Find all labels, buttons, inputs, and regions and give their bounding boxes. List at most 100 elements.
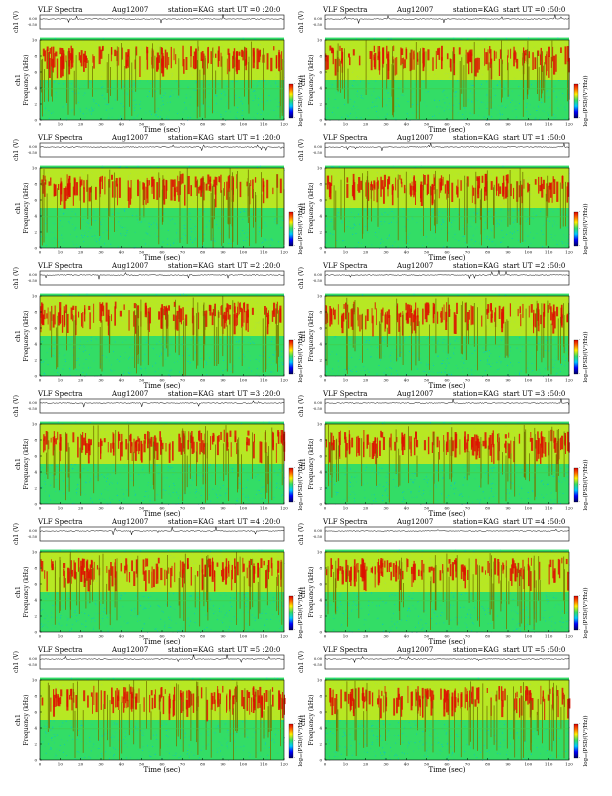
- peak-intensity-streak: [329, 182, 331, 197]
- sferic-stripe: [334, 185, 335, 230]
- spectrogram-speckle: [529, 244, 530, 245]
- sferic-stripe: [230, 317, 231, 363]
- spectrogram-speckle: [153, 348, 154, 349]
- spectrogram-speckle: [194, 240, 195, 241]
- spectrogram-speckle: [427, 243, 428, 244]
- spectrogram-speckle: [345, 218, 346, 219]
- spectrogram-speckle: [144, 239, 145, 240]
- spectrogram-speckle: [277, 224, 278, 225]
- spectrogram-speckle: [280, 228, 281, 229]
- spectrogram-speckle: [110, 370, 111, 371]
- spectrogram-speckle: [336, 80, 337, 81]
- spectrogram-speckle: [86, 359, 87, 360]
- sferic-stripe: [435, 171, 436, 233]
- sferic-stripe: [420, 48, 421, 101]
- peak-intensity-streak: [47, 47, 49, 52]
- spectrogram-speckle: [331, 87, 332, 88]
- x-tick-label: 10: [343, 250, 349, 255]
- spectrogram-speckle: [358, 242, 359, 243]
- sferic-stripe: [452, 51, 453, 119]
- spectrogram-speckle: [253, 85, 254, 86]
- spectrogram-speckle: [488, 211, 489, 212]
- x-axis-label: Time (sec): [143, 382, 180, 390]
- spectrogram-speckle: [485, 213, 486, 214]
- spectrogram-speckle: [83, 230, 84, 231]
- spectrogram-speckle: [75, 93, 76, 94]
- spectrogram-speckle: [186, 94, 187, 95]
- spectrogram-speckle: [199, 295, 200, 296]
- spectrogram-speckle: [345, 83, 346, 84]
- spectrogram-speckle: [354, 217, 355, 218]
- spectrogram-speckle: [237, 112, 238, 113]
- peak-intensity-streak: [479, 58, 480, 70]
- peak-intensity-streak: [168, 305, 170, 310]
- spectrogram-speckle: [269, 82, 270, 83]
- spectrogram-speckle: [338, 212, 339, 213]
- peak-intensity-streak: [111, 47, 112, 55]
- spectrogram-speckle: [424, 102, 425, 103]
- spectrogram-speckle: [239, 358, 240, 359]
- peak-intensity-streak: [395, 58, 396, 76]
- spectrogram-speckle: [337, 374, 338, 375]
- spectrogram-speckle: [389, 236, 390, 237]
- spectrogram-speckle: [445, 103, 446, 104]
- spectrogram-speckle: [555, 86, 556, 87]
- peak-intensity-streak: [191, 55, 192, 67]
- spectrogram-speckle: [111, 221, 112, 222]
- spectrogram-speckle: [350, 99, 351, 100]
- sferic-stripe: [508, 190, 509, 227]
- spectrogram-speckle: [441, 372, 442, 373]
- spectrogram-speckle: [278, 106, 279, 107]
- spectrogram-speckle: [264, 87, 265, 88]
- peak-intensity-streak: [209, 180, 211, 190]
- spectrogram-speckle: [103, 232, 104, 233]
- spectrogram-speckle: [436, 221, 437, 222]
- spectrogram-speckle: [200, 234, 201, 235]
- spectrogram-speckle: [415, 342, 416, 343]
- x-tick-label: 30: [98, 122, 104, 127]
- spectrogram-speckle: [170, 245, 171, 246]
- spectrogram-speckle: [256, 359, 257, 360]
- peak-intensity-streak: [50, 312, 51, 331]
- spectrogram-speckle: [375, 81, 376, 82]
- spectrogram-speckle: [332, 112, 333, 113]
- spectrogram-speckle: [417, 353, 418, 354]
- spectrogram-speckle: [548, 367, 549, 368]
- x-tick-label: 10: [58, 250, 64, 255]
- spectrogram-speckle: [376, 111, 377, 112]
- sferic-stripe: [366, 40, 367, 95]
- spectrogram-speckle: [351, 108, 352, 109]
- spectrogram-speckle: [447, 106, 448, 107]
- peak-intensity-streak: [174, 179, 176, 196]
- spectrogram-speckle: [266, 226, 267, 227]
- spectrogram-speckle: [446, 109, 447, 110]
- x-tick-label: 100: [240, 250, 248, 255]
- peak-intensity-streak: [427, 49, 429, 60]
- spectrogram-speckle: [226, 94, 227, 95]
- spectrogram-speckle: [544, 224, 545, 225]
- spectrogram-speckle: [239, 246, 240, 247]
- sferic-stripe: [398, 175, 399, 241]
- spectrogram-speckle: [487, 108, 488, 109]
- spectrogram-speckle: [257, 83, 258, 84]
- spectrogram-speckle: [549, 221, 550, 222]
- spectrogram-speckle: [489, 355, 490, 356]
- peak-intensity-streak: [120, 311, 122, 317]
- spectrogram-speckle: [451, 222, 452, 223]
- spectrogram-speckle: [148, 245, 149, 246]
- panel-date: Aug12007: [396, 6, 433, 14]
- spectrogram-speckle: [255, 98, 256, 99]
- spectrogram-speckle: [433, 209, 434, 210]
- spectrogram-speckle: [79, 88, 80, 89]
- spectrogram-speckle: [89, 110, 90, 111]
- spectrogram-speckle: [356, 233, 357, 234]
- spectrogram-speckle: [560, 229, 561, 230]
- x-tick-label: 30: [383, 250, 389, 255]
- spectrogram-speckle: [487, 364, 488, 365]
- spectrogram-speckle: [241, 235, 242, 236]
- spectrogram-speckle: [123, 86, 124, 87]
- spectrogram-speckle: [247, 359, 248, 360]
- spectrogram-speckle: [265, 104, 266, 105]
- x-tick-label: 0: [39, 122, 42, 127]
